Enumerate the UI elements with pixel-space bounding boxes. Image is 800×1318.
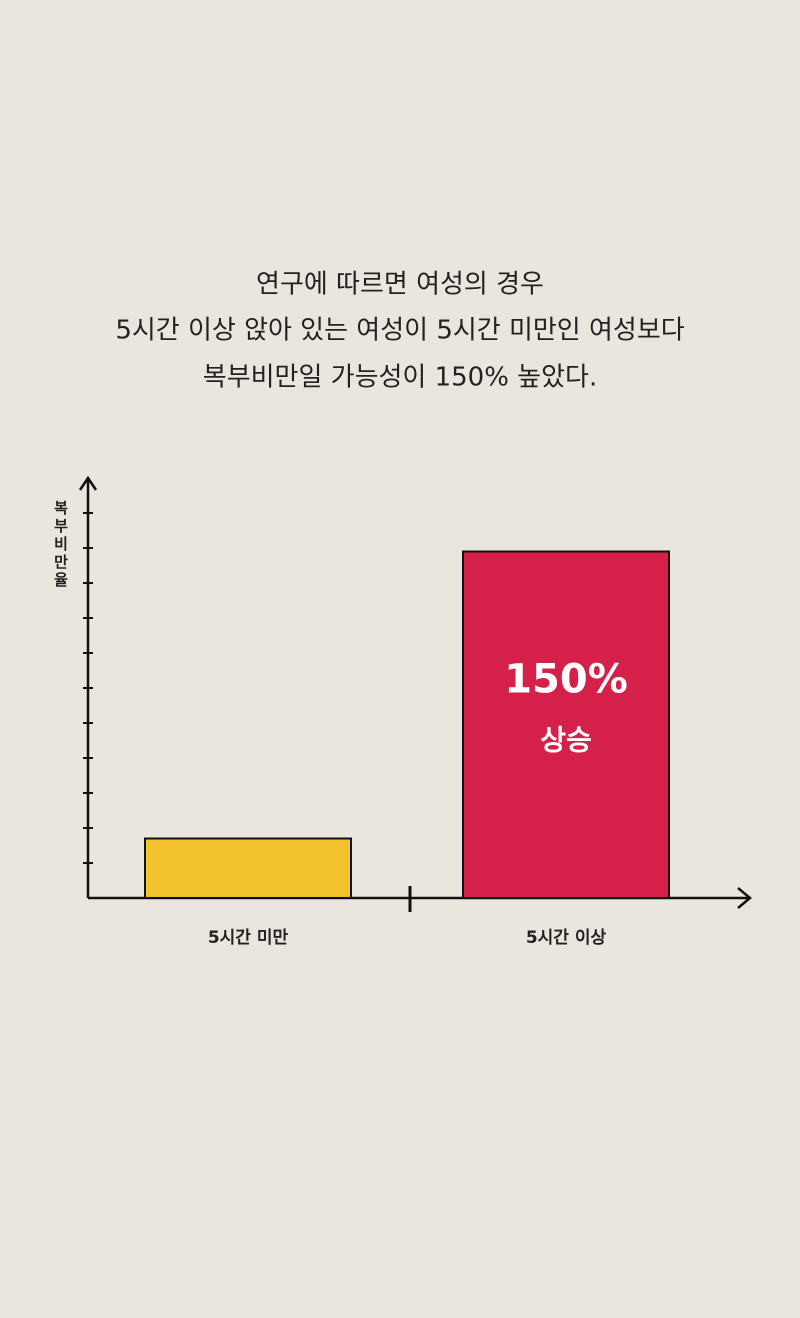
bar [462, 550, 670, 899]
title-line: 5시간 이상 앉아 있는 여성이 5시간 미만인 여성보다 [115, 316, 684, 346]
x-tick-label: 5시간 미만 [208, 928, 289, 948]
annotation: 150% [504, 657, 628, 703]
annotation: 상승 [540, 724, 592, 757]
bar [144, 837, 352, 899]
y-axis-label: 복부비만율 [52, 500, 70, 590]
x-tick-label: 5시간 이상 [526, 928, 607, 948]
title-line: 연구에 따르면 여성의 경우 [256, 270, 544, 300]
title-line: 복부비만일 가능성이 150% 높았다. [203, 363, 597, 393]
